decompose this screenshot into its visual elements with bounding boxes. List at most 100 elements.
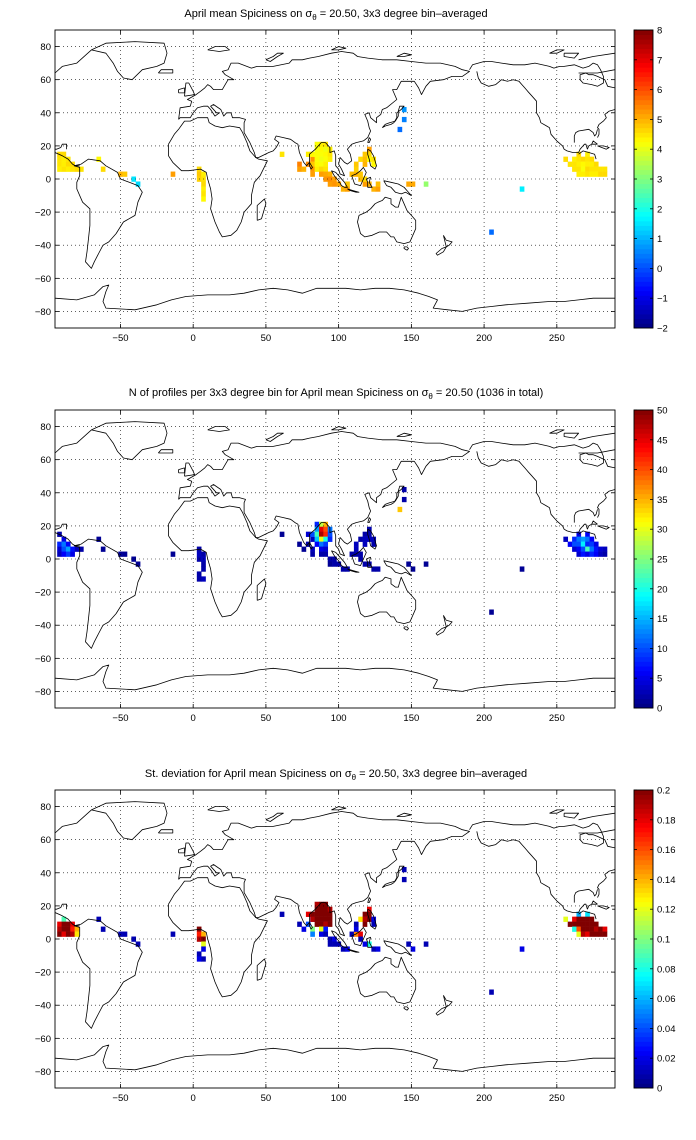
bin-cell (349, 171, 355, 177)
bin-cell (314, 141, 320, 148)
colorbar-segment (634, 656, 653, 662)
bin-cell (327, 181, 333, 187)
colorbar-segment (634, 267, 653, 273)
bin-cell (57, 541, 62, 547)
bin-cell (362, 531, 368, 537)
coastline (587, 523, 592, 530)
coastline (549, 809, 565, 814)
bin-cell (585, 926, 590, 932)
coastline (573, 128, 598, 143)
colorbar-segment (634, 461, 653, 467)
y-tick-label: 20 (40, 901, 51, 912)
bin-cell (576, 536, 582, 542)
bin-cell (593, 546, 599, 552)
bin-cell (319, 931, 324, 937)
coastline (367, 528, 377, 550)
coastline (597, 525, 610, 530)
colorbar-segment (634, 53, 653, 59)
colorbar-segment (634, 174, 653, 180)
bins-layer (57, 106, 608, 235)
bin-cell (131, 176, 137, 182)
colorbar-segment (634, 841, 653, 847)
coastline (357, 196, 417, 245)
bin-cell (279, 911, 285, 917)
coastline (563, 432, 579, 439)
bin-cell (279, 531, 285, 537)
colorbar-tick-label: 5 (657, 674, 662, 685)
bin-cell (319, 916, 324, 922)
panel-std-deviation: St. deviation for April mean Spiciness o… (35, 768, 676, 1104)
y-tick-label: −20 (35, 588, 51, 599)
colorbar-segment (634, 419, 653, 425)
bin-cell (201, 566, 206, 572)
colorbar-segment (634, 81, 653, 87)
bin-cell (323, 166, 329, 172)
coastline (347, 188, 360, 193)
colorbar-segment (634, 318, 653, 324)
bin-cell (580, 916, 586, 922)
colorbar-segment (634, 577, 653, 583)
bin-cell (367, 906, 372, 912)
colorbar-segment (634, 869, 653, 875)
coastline (55, 903, 67, 910)
bin-cell (314, 161, 320, 167)
bin-cell (323, 536, 329, 542)
bin-cell (196, 951, 202, 957)
colorbar-segment (634, 850, 653, 856)
coastline (331, 46, 347, 51)
bin-cell (332, 556, 337, 562)
bin-cell (358, 171, 363, 177)
coastline (55, 41, 168, 81)
colorbar-segment (634, 127, 653, 133)
colorbar-segment (634, 300, 653, 306)
colorbar-tick-label: 7 (657, 55, 662, 66)
bin-cell (327, 556, 333, 562)
coastline (549, 429, 565, 434)
colorbar-segment (634, 104, 653, 110)
coastline (578, 150, 597, 160)
bin-cell (323, 911, 329, 917)
bin-cell (65, 926, 71, 932)
colorbar-segment (634, 799, 653, 805)
plot-frame (54, 29, 616, 329)
coastline (157, 829, 174, 834)
bin-cell (314, 901, 320, 908)
bin-cell (602, 171, 608, 177)
colorbar-tick-label: 0.04 (657, 1024, 676, 1035)
bin-cell (323, 901, 329, 908)
colorbar-tick-label: 5 (657, 115, 662, 126)
coastline (331, 426, 347, 431)
bin-cell (65, 161, 71, 167)
bin-cell (519, 566, 525, 572)
bin-cell (371, 156, 377, 162)
bin-cell (572, 546, 577, 552)
bin-cell (598, 931, 603, 937)
coastline (578, 910, 597, 920)
bin-cell (61, 921, 67, 927)
colorbar-segment (634, 822, 653, 828)
bin-cell (305, 151, 311, 157)
coastline (435, 1006, 447, 1016)
colorbar-tick-label: 35 (657, 495, 668, 506)
colorbar-segment (634, 911, 653, 917)
bin-cell (589, 156, 595, 162)
bin-cell (314, 916, 320, 922)
coastline (168, 497, 268, 618)
colorbar-segment (634, 1078, 653, 1084)
coastline (443, 615, 453, 628)
colorbar-segment (634, 906, 653, 912)
x-tick-label: 250 (549, 1093, 565, 1104)
bin-cell (74, 166, 80, 172)
bin-cell (371, 916, 377, 922)
bin-cell (585, 931, 590, 937)
colorbar: 0 5 10 15 20 25 30 35 40 45 50 (633, 406, 668, 715)
grid-layer: −50 0 50 100 150 200 250 −80 −60 −40 −20 0 20 40 60 80 (35, 30, 615, 344)
colorbar-segment (634, 262, 653, 268)
y-tick-label: −80 (35, 1067, 51, 1078)
bin-cell (410, 566, 416, 572)
coastline (383, 180, 412, 197)
bin-cell (327, 536, 333, 542)
y-tick-label: −40 (35, 1001, 51, 1012)
bin-cell (589, 926, 595, 932)
colorbar-segment (634, 540, 653, 546)
